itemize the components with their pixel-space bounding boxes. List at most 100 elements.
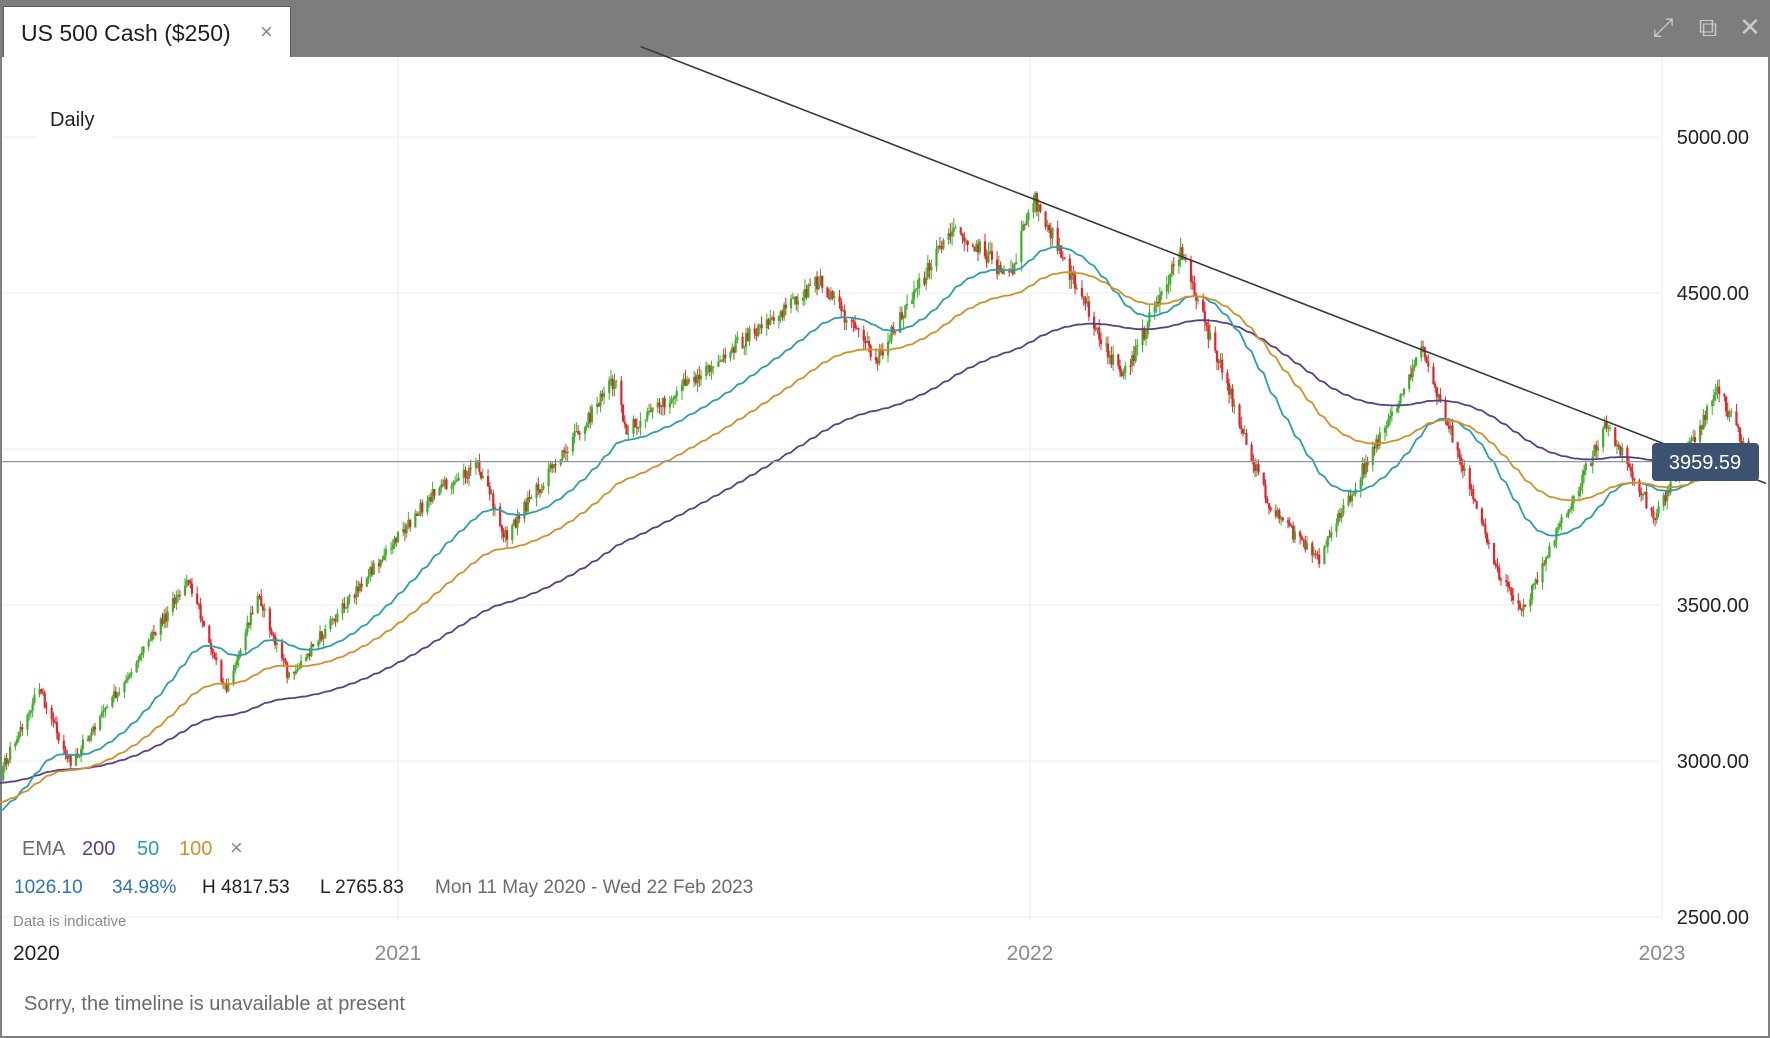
y-tick-label: 5000.00 [1677, 127, 1749, 149]
candle-body [284, 659, 287, 663]
candle-body [1570, 502, 1574, 510]
ema-lines [0, 246, 1753, 812]
candle-body [1723, 393, 1726, 397]
candle-body [452, 482, 455, 487]
candle-body [549, 464, 552, 469]
candle-body [1068, 258, 1071, 280]
candle-body [1172, 264, 1175, 266]
candle-body [1075, 287, 1078, 289]
candle-body [869, 345, 872, 358]
tab-close-icon[interactable]: × [260, 19, 273, 44]
candle-body [403, 529, 407, 534]
candle-body [1492, 543, 1496, 564]
candle-body [294, 671, 297, 674]
candle-body [1148, 312, 1151, 323]
candle-body [1073, 274, 1077, 289]
candle-body [1567, 510, 1570, 516]
candle-body [358, 583, 362, 592]
candle-body [712, 366, 715, 368]
candle-body [1304, 540, 1307, 550]
ema-200-label: 200 [82, 838, 115, 860]
candle-body [973, 246, 976, 252]
candle-body [100, 712, 104, 717]
candle-body [306, 653, 310, 657]
candle-body [1643, 491, 1646, 495]
change-value: 1026.10 [14, 877, 83, 898]
candle-body [462, 469, 465, 478]
candle-body [213, 653, 216, 658]
candle-body [1274, 510, 1277, 517]
candle-body [500, 525, 503, 532]
expand-icon[interactable]: ⤢ [1652, 12, 1674, 42]
candle-body [415, 513, 419, 517]
candle-body [1511, 595, 1515, 601]
candle-body [1281, 517, 1284, 521]
candle-body [793, 296, 796, 298]
close-window-icon[interactable]: ✕ [1739, 12, 1761, 42]
candle-body [899, 312, 902, 333]
candle-body [69, 755, 72, 766]
candle-body [247, 622, 251, 625]
candle-body [1421, 346, 1425, 348]
candle-body [74, 753, 78, 766]
candle-body [1532, 583, 1535, 586]
candle-body [372, 563, 375, 575]
candle-body [599, 393, 602, 407]
candle-body [561, 450, 564, 460]
candle-body [1314, 553, 1317, 555]
candle-body [41, 692, 45, 694]
candle-body [615, 380, 618, 382]
popout-icon[interactable]: ⧉ [1698, 12, 1718, 42]
interval-badge[interactable] [36, 99, 112, 143]
candle-body [1219, 359, 1222, 364]
candle-body [1364, 461, 1368, 475]
candle-body [684, 378, 687, 386]
candle-body [201, 619, 204, 622]
candle-body [370, 567, 374, 575]
candle-body [1124, 365, 1127, 373]
candle-body [1196, 299, 1200, 301]
candle-body [1243, 433, 1246, 435]
candle-body [28, 712, 31, 715]
candle-body [208, 625, 211, 643]
candle-body [1711, 400, 1714, 407]
candle-body [1619, 446, 1622, 456]
candle-body [1136, 344, 1139, 347]
candle-body [1652, 510, 1655, 518]
candle-body [528, 497, 531, 499]
candle-body [154, 632, 157, 635]
candle-body [1177, 259, 1181, 266]
candle-body [833, 296, 836, 299]
candle-body [627, 433, 630, 435]
candle-body [718, 360, 722, 362]
candle-body [625, 424, 628, 435]
candle-body [1534, 579, 1537, 584]
candle-body [178, 594, 181, 596]
candle-body [1231, 388, 1234, 407]
candle-body [947, 233, 950, 241]
candle-body [414, 513, 417, 528]
candle-body [1049, 230, 1052, 239]
candle-body [942, 240, 945, 249]
candle-body [1640, 492, 1643, 496]
candle-body [1581, 475, 1584, 487]
candle-body [855, 328, 858, 330]
candle-body [589, 412, 592, 423]
candle-body [731, 347, 734, 353]
candle-body [826, 287, 829, 298]
candle-body [21, 726, 24, 730]
candle-body [1021, 224, 1025, 231]
candle-body [235, 660, 239, 665]
candle-body [1214, 332, 1217, 351]
candle-body [680, 384, 684, 392]
candle-body [1473, 499, 1477, 502]
chart-tab[interactable]: US 500 Cash ($250) × [3, 6, 291, 57]
candle-body [1292, 525, 1295, 540]
candle-body [575, 431, 578, 433]
candle-body [1082, 296, 1085, 298]
remove-indicator-icon[interactable]: × [230, 835, 243, 860]
candle-body [305, 656, 308, 662]
candle-body [1035, 193, 1039, 212]
candle-body [441, 484, 445, 486]
